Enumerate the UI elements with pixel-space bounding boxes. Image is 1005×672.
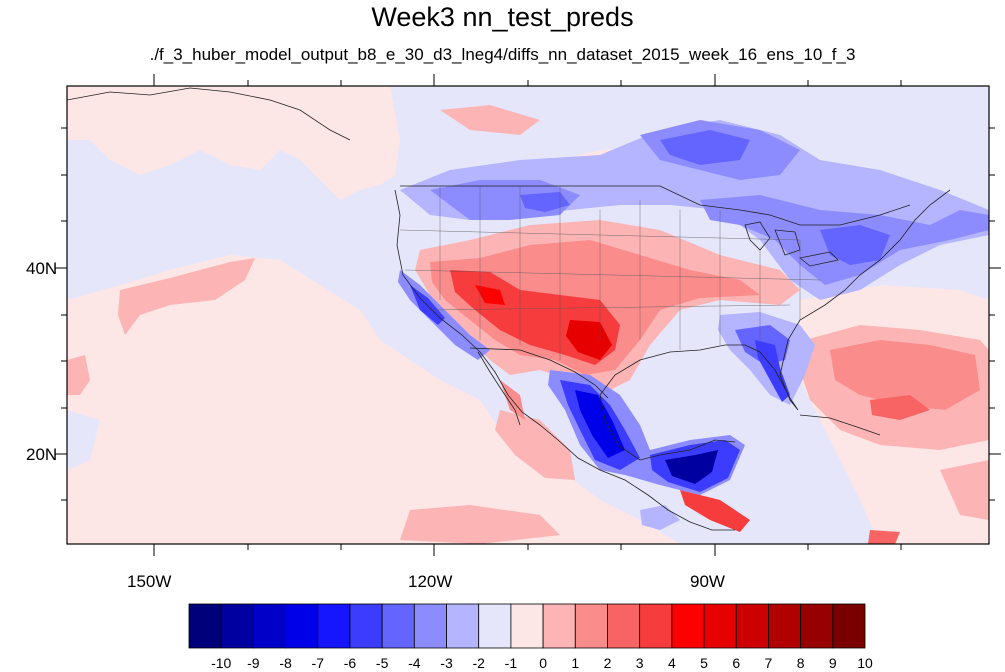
- us-mexico-border: [469, 347, 609, 399]
- colorbar-label: 2: [604, 655, 612, 671]
- anomaly-region: [440, 105, 540, 135]
- anomaly-region: [870, 395, 930, 420]
- anomaly-region: [575, 390, 625, 458]
- colorbar-label: -2: [472, 655, 485, 671]
- anomaly-region: [868, 530, 900, 544]
- anomaly-region: [67, 355, 90, 395]
- colorbar-swatch: [381, 603, 415, 649]
- north-america-outline: [394, 189, 735, 531]
- colorbar-label: 6: [732, 655, 740, 671]
- colorbar-label: 4: [668, 655, 676, 671]
- colorbar-label: -7: [312, 655, 325, 671]
- colorbar-label: -3: [440, 655, 453, 671]
- colorbar-label: -9: [247, 655, 260, 671]
- colorbar-label: -8: [279, 655, 292, 671]
- anomaly-region: [940, 460, 989, 520]
- anomaly-region: [475, 285, 505, 305]
- colorbar-swatch: [349, 603, 383, 649]
- anomaly-region: [398, 270, 490, 360]
- colorbar-swatch: [478, 603, 512, 649]
- lat-label: 40N: [26, 259, 58, 278]
- map-field: [67, 86, 989, 544]
- colorbar-label: -5: [376, 655, 389, 671]
- colorbar-swatch: [413, 603, 447, 649]
- colorbar-swatch: [607, 603, 641, 649]
- colorbar-swatch: [735, 603, 769, 649]
- anomaly-region: [118, 258, 255, 335]
- lon-label: 120W: [408, 572, 453, 591]
- gulf-coast: [599, 189, 951, 411]
- mexico-east-coast: [599, 394, 736, 461]
- colorbar: -10 -9 -8 -7 -6 -5 -4 -3 -2 -1 0 1 2 3 4 5 6 7 8 9 10: [188, 603, 873, 671]
- colorbar-swatch: [832, 603, 866, 649]
- colorbar-label: -10: [211, 655, 231, 671]
- colorbar-swatch: [768, 603, 802, 649]
- colorbar-label: -6: [344, 655, 357, 671]
- colorbar-swatch: [639, 603, 673, 649]
- anomaly-region: [660, 130, 750, 165]
- colorbar-label: 7: [765, 655, 773, 671]
- anomaly-region: [67, 255, 680, 544]
- lon-label: 90W: [690, 572, 725, 591]
- lat-label: 20N: [26, 445, 58, 464]
- colorbar-swatch: [510, 603, 544, 649]
- us-canada-border: [400, 185, 911, 226]
- map-title: Week3 nn_test_preds: [371, 2, 634, 32]
- colorbar-label: 10: [857, 655, 873, 671]
- anomaly-region: [400, 505, 560, 544]
- anomaly-region: [520, 192, 570, 212]
- anomaly-region: [665, 450, 718, 484]
- anomaly-region: [566, 320, 612, 360]
- colorbar-swatch: [446, 603, 480, 649]
- colorbar-label: 5: [700, 655, 708, 671]
- anomaly-region: [820, 225, 890, 265]
- anomaly-region: [67, 86, 400, 200]
- cuba: [799, 414, 881, 436]
- colorbar-swatch: [542, 603, 576, 649]
- anomaly-region: [755, 340, 790, 402]
- colorbar-swatch: [285, 603, 319, 649]
- colorbar-label: -4: [408, 655, 421, 671]
- baja-california: [477, 351, 521, 426]
- anomaly-region: [830, 340, 980, 410]
- colorbar-swatch: [800, 603, 834, 649]
- state-line: [399, 229, 821, 311]
- colorbar-label: 9: [829, 655, 837, 671]
- colorbar-label: -1: [505, 655, 518, 671]
- colorbar-swatch: [252, 603, 286, 649]
- colorbar-label: 3: [636, 655, 644, 671]
- axis-ticks: [55, 74, 1001, 556]
- anomaly-region: [495, 410, 575, 480]
- colorbar-swatch: [220, 603, 254, 649]
- colorbar-swatch: [703, 603, 737, 649]
- colorbar-label: 1: [571, 655, 579, 671]
- lon-label: 150W: [127, 572, 172, 591]
- colorbar-label: 8: [797, 655, 805, 671]
- colorbar-swatch: [317, 603, 351, 649]
- anomaly-region: [680, 490, 750, 532]
- coastlines: [67, 87, 951, 531]
- alaska-coast: [67, 87, 351, 141]
- colorbar-label: 0: [539, 655, 547, 671]
- state-borders: [399, 186, 821, 360]
- colorbar-swatch: [671, 603, 705, 649]
- colorbar-swatch: [574, 603, 608, 649]
- map-subtitle: ./f_3_huber_model_output_b8_e_30_d3_lneg…: [149, 45, 856, 64]
- colorbar-swatch: [188, 603, 222, 649]
